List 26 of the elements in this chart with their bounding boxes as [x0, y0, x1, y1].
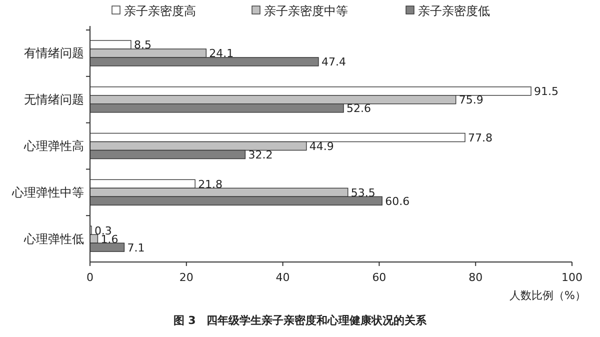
text: 图 3 四年级学生亲子亲密度和心理健康状况的关系: [173, 314, 428, 327]
x-axis-title: 人数比例（%）: [510, 289, 586, 302]
y-tick-label: 有情绪问题: [24, 46, 84, 60]
data-label: 52.6: [346, 102, 372, 116]
y-tick-label: 心理弹性中等: [11, 185, 84, 200]
x-tick-label: 100: [562, 271, 582, 284]
data-label: 21.8: [198, 178, 223, 191]
data-label: 77.8: [468, 132, 492, 144]
y-tick-label: 心理弹性高: [23, 139, 84, 153]
x-tick-label: 0: [86, 271, 94, 284]
data-label: 7.1: [127, 241, 145, 254]
data-label: 91.5: [534, 85, 559, 98]
x-tick-label: 80: [468, 271, 483, 284]
data-label: 53.5: [350, 186, 376, 200]
data-label: 8.5: [134, 38, 152, 52]
y-tick-label: 无情绪问题: [24, 92, 84, 107]
data-label: 47.4: [321, 56, 346, 69]
x-tick-label: 20: [179, 271, 194, 284]
data-label: 44.9: [309, 140, 334, 153]
data-label: 32.2: [248, 148, 273, 162]
data-label: 75.9: [458, 94, 484, 107]
x-tick-label: 40: [276, 271, 290, 284]
y-tick-label: 心理弹性低: [23, 232, 84, 246]
data-label: 60.6: [385, 194, 410, 208]
x-tick-label: 60: [372, 271, 386, 284]
data-label: 24.1: [209, 47, 234, 60]
